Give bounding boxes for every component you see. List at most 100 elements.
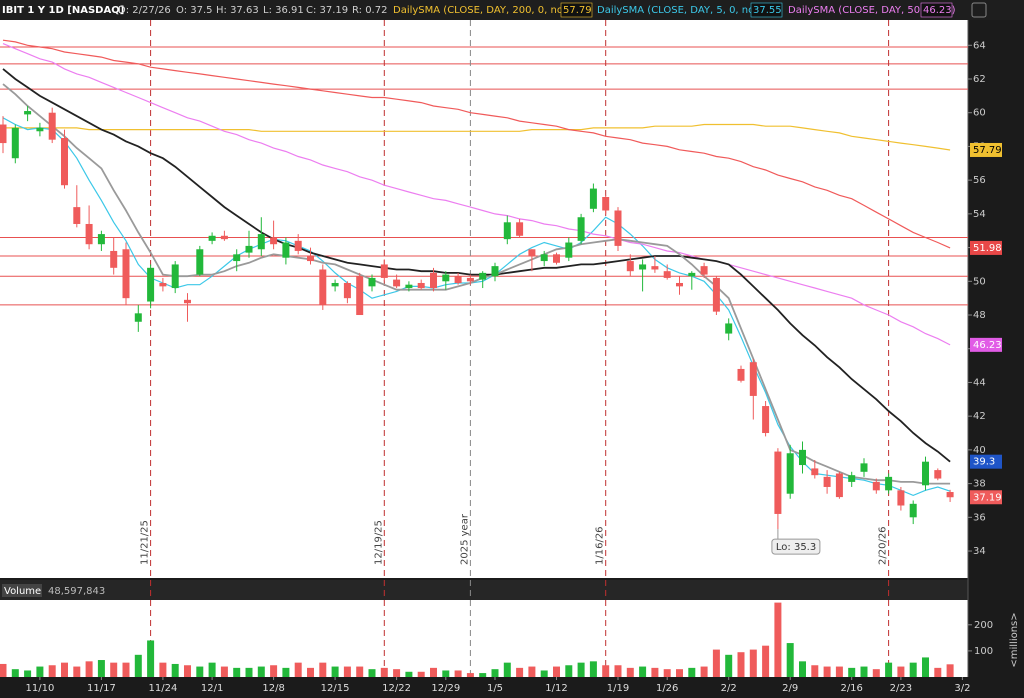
volume-bar — [61, 662, 68, 677]
volume-bar — [860, 666, 868, 677]
candle-body — [651, 266, 659, 270]
candle-body — [442, 274, 450, 282]
candle-body — [946, 492, 954, 498]
volume-bar — [147, 640, 155, 677]
candle-body — [48, 112, 56, 140]
x-tick-label: 11/24 — [148, 683, 177, 694]
quote-field: C: 37.19 — [306, 5, 348, 16]
x-tick-label: 2/9 — [782, 683, 798, 694]
volume-bar — [479, 673, 487, 677]
legend-label: DailySMA (CLOSE, DAY, 50, 0, no) — [788, 5, 956, 16]
candle-body — [270, 237, 278, 245]
sma-line — [2, 43, 951, 346]
candle-body — [184, 299, 191, 304]
volume-bar — [393, 669, 401, 677]
candle-body — [73, 207, 81, 224]
candle-body — [282, 242, 290, 258]
volume-bar — [626, 667, 634, 677]
volume-bar — [737, 652, 745, 677]
candle-body — [110, 250, 118, 268]
volume-bar — [835, 666, 843, 677]
volume-bar — [848, 667, 856, 677]
chart-title: IBIT 1 Y 1D [NASDAQ] — [2, 5, 124, 16]
volume-bar — [11, 669, 19, 677]
candle-body — [466, 277, 474, 282]
volume-bar — [823, 666, 831, 677]
value-box-label: 37.19 — [973, 492, 1002, 503]
candle-body — [196, 249, 204, 275]
volume-bar — [405, 671, 413, 677]
candle-body — [356, 276, 364, 316]
volume-bar — [159, 662, 167, 677]
legend-value: 37.55 — [753, 5, 782, 16]
candle-body — [159, 282, 167, 287]
volume-bar — [516, 667, 524, 677]
candle-body — [885, 476, 893, 491]
quote-field: L: 36.91 — [263, 5, 304, 16]
y-tick-label: 34 — [973, 546, 986, 557]
x-tick-label: 2/23 — [890, 683, 912, 694]
candle-body — [134, 313, 142, 322]
candle-body — [540, 254, 548, 262]
value-box — [970, 454, 1002, 469]
volume-bar — [663, 669, 671, 677]
candle-body — [553, 254, 560, 263]
y-tick-label: 64 — [973, 40, 986, 51]
candle-body — [823, 476, 831, 487]
x-tick-label: 12/22 — [382, 683, 411, 694]
candle-body — [11, 127, 19, 159]
value-box-label: 46.23 — [973, 340, 1002, 351]
volume-bar — [97, 660, 105, 677]
volume-strip — [0, 580, 968, 600]
volume-bar — [491, 669, 499, 677]
candle-body — [36, 127, 44, 132]
candle-body — [589, 188, 597, 209]
settings-icon[interactable] — [971, 2, 987, 18]
volume-bar — [368, 669, 376, 677]
event-label: 2025 year — [459, 513, 470, 565]
volume-bar — [48, 665, 56, 677]
volume-bar — [725, 654, 733, 677]
sma-line — [2, 68, 951, 463]
volume-bar — [417, 671, 425, 677]
quote-field: R: 0.72 — [352, 5, 387, 16]
value-box-label: 57.79 — [973, 145, 1002, 156]
candle-body — [171, 264, 179, 289]
candle-body — [122, 249, 130, 299]
volume-last: 48,597,843 — [48, 586, 105, 597]
volume-bar — [872, 669, 880, 677]
volume-bar — [565, 665, 573, 677]
volume-bar — [36, 666, 44, 677]
legend-value-box — [750, 2, 783, 18]
candle-body — [220, 235, 228, 240]
candle-body — [85, 223, 93, 245]
event-label: 2/20/26 — [878, 526, 889, 565]
volume-bar — [688, 667, 696, 677]
volume-bar — [122, 662, 130, 677]
quote-field: O: 37.5 — [176, 5, 213, 16]
candle-body — [725, 323, 733, 334]
value-box — [970, 337, 1002, 352]
x-tick-label: 11/10 — [25, 683, 54, 694]
volume-bar — [786, 643, 794, 677]
candle-body — [417, 282, 425, 289]
candle-body — [380, 264, 388, 278]
volume-bar — [85, 661, 93, 677]
volume-bar — [196, 666, 204, 677]
candle-body — [663, 271, 671, 278]
candle-body — [626, 261, 634, 272]
sma-line — [2, 83, 951, 485]
candle-body — [872, 481, 880, 491]
value-box — [970, 240, 1002, 255]
value-box-label: 39.3 — [973, 457, 995, 468]
x-tick-label: 2/2 — [721, 683, 737, 694]
volume-bar — [799, 661, 806, 677]
candle-body — [700, 266, 708, 275]
volume-bar — [319, 662, 327, 677]
volume-bar — [245, 667, 253, 677]
x-tick-label: 1/19 — [607, 683, 629, 694]
volume-bar — [343, 666, 351, 677]
volume-bar — [700, 666, 708, 677]
candle-body — [528, 249, 536, 257]
